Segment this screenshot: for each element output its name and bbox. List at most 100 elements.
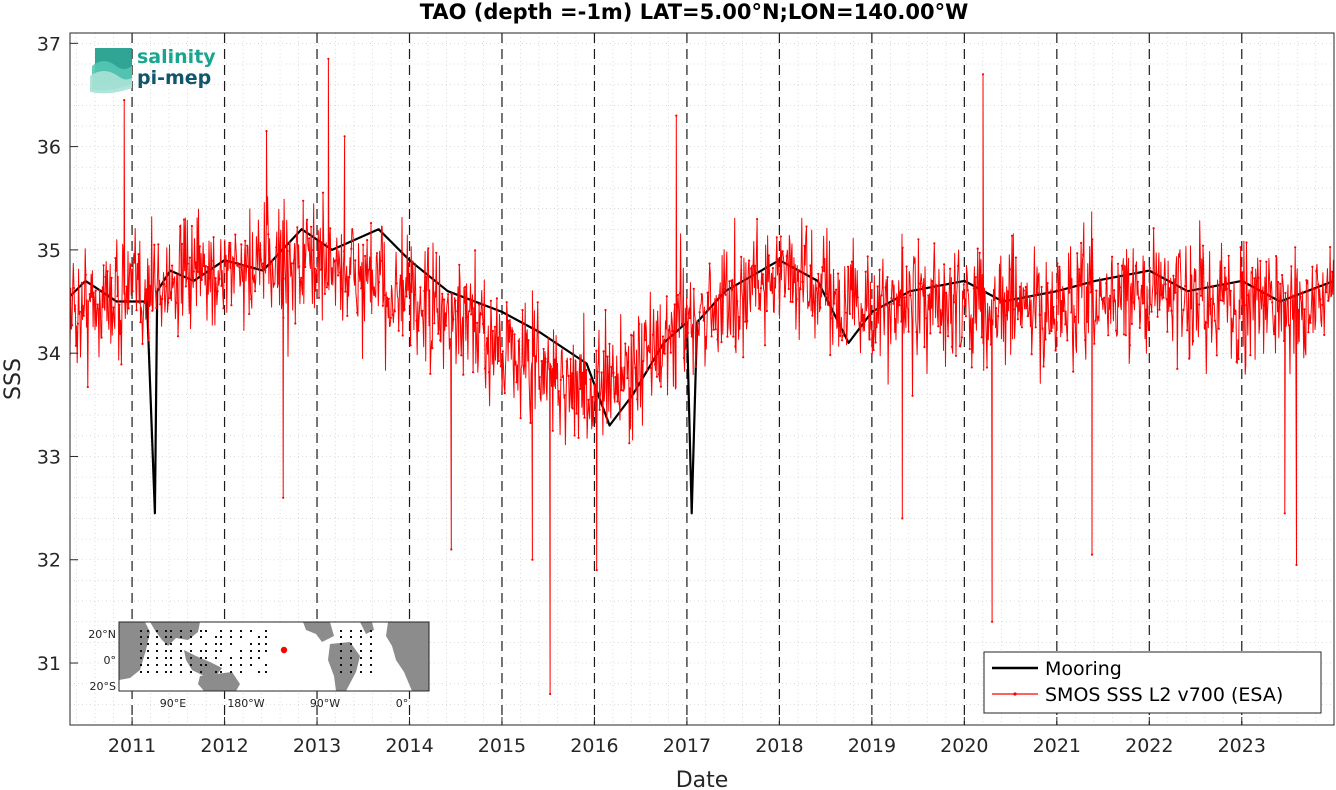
buoy-dot <box>200 657 202 659</box>
smos-point <box>1297 308 1300 311</box>
smos-point <box>505 301 508 304</box>
smos-point <box>161 297 164 301</box>
smos-point <box>1148 266 1151 270</box>
smos-point <box>72 286 76 290</box>
salinity-pi-mep-logo: salinity pi-mep <box>90 46 216 94</box>
smos-point <box>757 307 761 310</box>
buoy-dot <box>170 630 172 632</box>
smos-point <box>300 276 303 279</box>
buoy-dot <box>220 630 222 632</box>
smos-point <box>833 302 836 305</box>
map-label-lon-0: 0° <box>396 697 409 710</box>
smos-point <box>1251 266 1254 269</box>
smos-point <box>118 303 121 306</box>
smos-point <box>835 288 838 291</box>
buoy-dot <box>215 636 217 638</box>
smos-point <box>956 264 960 267</box>
smos-point <box>1194 279 1197 283</box>
buoy-dot <box>165 643 167 645</box>
smos-point <box>356 311 359 314</box>
smos-point <box>200 278 203 281</box>
smos-point <box>1036 291 1039 294</box>
smos-point <box>224 264 227 267</box>
smos-point <box>888 303 891 306</box>
y-axis-label: SSS <box>1 358 26 400</box>
buoy-dot <box>190 630 192 632</box>
smos-point <box>344 290 347 293</box>
smos-point <box>385 304 388 308</box>
smos-point <box>135 309 138 312</box>
smos-point <box>561 376 564 379</box>
smos-point <box>234 233 237 236</box>
smos-point <box>972 287 975 290</box>
smos-point <box>712 328 715 331</box>
buoy-dot <box>147 664 149 666</box>
smos-point <box>1282 339 1286 342</box>
buoy-dot <box>258 671 260 673</box>
smos-point <box>169 297 172 300</box>
smos-point <box>267 233 270 236</box>
smos-point <box>1103 296 1106 299</box>
smos-point <box>1265 260 1268 263</box>
smos-point <box>706 291 709 294</box>
x-tick-label-2013: 2013 <box>293 735 341 757</box>
smos-point <box>282 496 285 499</box>
smos-point <box>507 319 510 322</box>
smos-point <box>1172 274 1175 277</box>
smos-point <box>1168 287 1171 290</box>
smos-point <box>190 224 193 228</box>
smos-point <box>722 287 725 291</box>
smos-point <box>281 300 284 303</box>
smos-point <box>1271 301 1274 304</box>
smos-point <box>842 331 846 334</box>
smos-point <box>407 262 410 265</box>
smos-point <box>163 283 166 286</box>
smos-point <box>817 272 820 275</box>
smos-point <box>449 338 452 341</box>
smos-point <box>1006 290 1010 293</box>
smos-point <box>1050 329 1053 333</box>
smos-point <box>1263 304 1266 307</box>
smos-point <box>1132 301 1135 304</box>
smos-point <box>1215 354 1218 357</box>
smos-point <box>218 277 221 281</box>
smos-point <box>210 259 213 262</box>
smos-point <box>630 334 633 337</box>
smos-point <box>86 385 89 389</box>
smos-point <box>464 285 467 289</box>
buoy-dot <box>360 630 362 632</box>
buoy-dot <box>215 657 217 659</box>
buoy-dot <box>250 650 252 652</box>
smos-point <box>499 365 502 368</box>
smos-point <box>443 298 446 301</box>
smos-point <box>1311 265 1314 268</box>
smos-point <box>866 255 869 258</box>
buoy-dot <box>350 664 352 666</box>
smos-point <box>339 271 342 274</box>
smos-point <box>1020 326 1024 329</box>
smos-point <box>754 264 757 267</box>
smos-point <box>1064 323 1067 326</box>
smos-point <box>80 281 83 284</box>
smos-point <box>1068 291 1071 294</box>
smos-point <box>409 344 412 347</box>
buoy-dot <box>370 636 372 638</box>
smos-point <box>1290 265 1293 268</box>
smos-point <box>478 303 481 306</box>
smos-point <box>919 282 922 285</box>
smos-point <box>348 276 351 279</box>
buoy-dot <box>205 643 207 645</box>
smos-point <box>748 259 751 262</box>
smos-point <box>886 276 889 279</box>
smos-point <box>208 277 211 280</box>
smos-point <box>202 264 205 268</box>
smos-point <box>726 335 729 338</box>
smos-point <box>1001 304 1004 307</box>
smos-point <box>1170 309 1173 312</box>
smos-point <box>1309 321 1312 324</box>
map-label-lon-90w: 90°W <box>310 697 340 710</box>
smos-point <box>736 300 739 303</box>
smos-point <box>551 429 554 432</box>
buoy-dot <box>200 664 202 666</box>
smos-point <box>579 387 582 390</box>
